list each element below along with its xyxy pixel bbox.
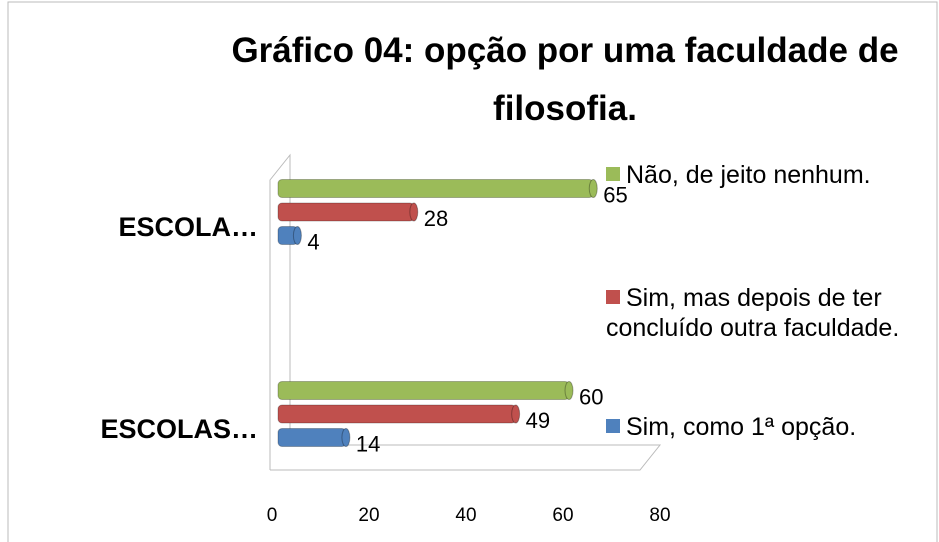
legend-label: Sim, como 1ª opção. [626, 413, 857, 441]
bar-cap [564, 381, 574, 400]
data-label: 49 [526, 408, 550, 433]
data-label: 4 [307, 230, 319, 255]
legend-item: Sim, como 1ª opção. [606, 412, 926, 442]
bar-cap [292, 226, 302, 245]
bar-cap [588, 179, 598, 198]
legend-label: Não, de jeito nenhum. [626, 161, 871, 189]
x-tick-label: 60 [552, 505, 573, 526]
bar [277, 404, 517, 424]
data-label: 65 [603, 183, 627, 208]
y-tick-label: ESCOLA… [118, 212, 258, 242]
data-label: 60 [579, 385, 603, 410]
x-tick-label: 0 [267, 505, 278, 526]
chart-title: Gráfico 04: opção por uma faculdade de f… [231, 31, 899, 128]
back-wall [269, 153, 291, 470]
legend-swatch [606, 290, 620, 304]
x-tick-label: 80 [649, 505, 670, 526]
x-tick-label: 40 [455, 505, 476, 526]
chart-border [7, 1, 938, 542]
legend-item: Não, de jeito nenhum. [606, 160, 926, 190]
bar [277, 179, 594, 198]
bar-cap [409, 202, 419, 222]
data-label: 14 [356, 432, 380, 457]
legend-label: Sim, mas depois de ter concluído outra f… [606, 284, 900, 342]
legend-swatch [606, 167, 620, 181]
bar-cap [511, 404, 521, 424]
bar [277, 202, 415, 222]
legend-swatch [606, 419, 620, 433]
bar [277, 428, 347, 447]
bar [277, 381, 570, 400]
bar-cap [341, 428, 351, 447]
data-label: 28 [424, 206, 448, 231]
x-tick-label: 20 [358, 505, 379, 526]
y-tick-label: ESCOLAS… [100, 414, 258, 444]
floor [270, 444, 662, 471]
legend-item: Sim, mas depois de ter concluído outra f… [606, 283, 926, 343]
